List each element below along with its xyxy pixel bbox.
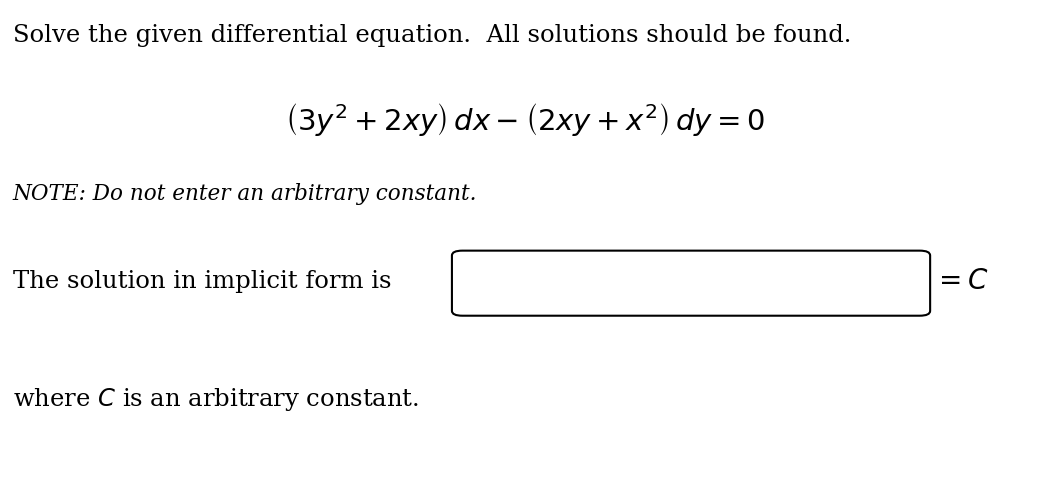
- Text: $= C$: $= C$: [933, 268, 989, 295]
- Text: The solution in implicit form is: The solution in implicit form is: [13, 270, 391, 294]
- Text: NOTE: Do not enter an arbitrary constant.: NOTE: Do not enter an arbitrary constant…: [13, 183, 477, 205]
- Text: where $C$ is an arbitrary constant.: where $C$ is an arbitrary constant.: [13, 386, 418, 413]
- Text: Solve the given differential equation.  All solutions should be found.: Solve the given differential equation. A…: [13, 24, 851, 47]
- FancyBboxPatch shape: [452, 251, 930, 316]
- Text: $\left(3y^2 + 2xy\right) \, dx - \left(2xy + x^2\right) \, dy = 0$: $\left(3y^2 + 2xy\right) \, dx - \left(2…: [286, 101, 765, 138]
